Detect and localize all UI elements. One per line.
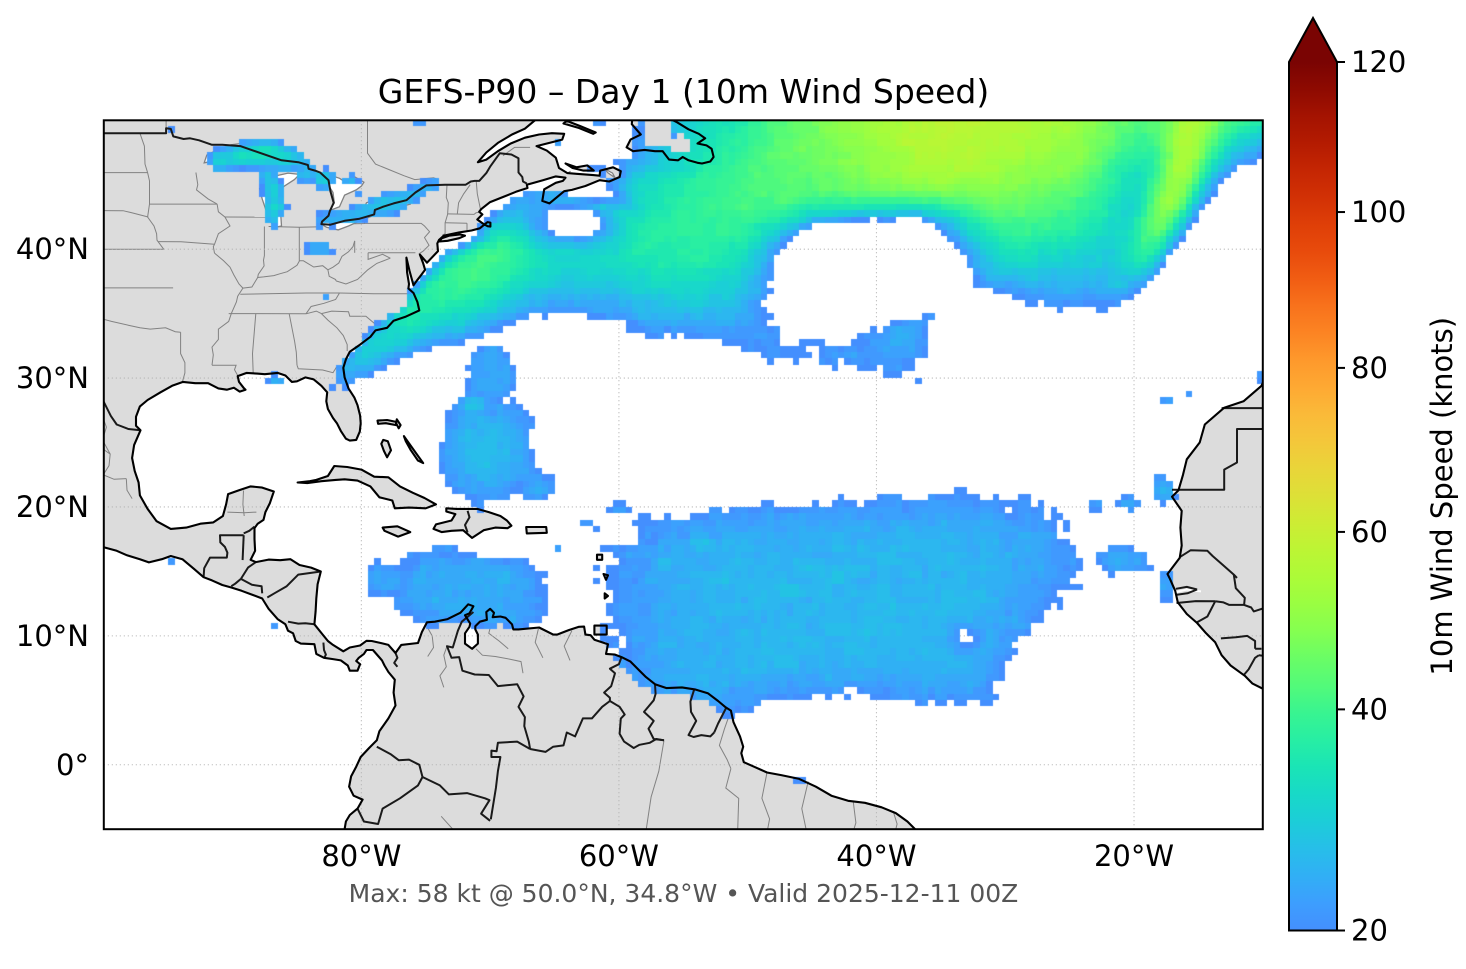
country-border bbox=[202, 534, 244, 578]
x-tick-label: 60°W bbox=[579, 839, 659, 873]
coastline bbox=[602, 572, 610, 581]
y-tick-label: 30°N bbox=[16, 361, 89, 395]
country-border bbox=[1243, 603, 1263, 613]
country-border bbox=[393, 652, 399, 668]
chart-title: GEFS-P90 – Day 1 (10m Wind Speed) bbox=[377, 72, 990, 111]
country-border bbox=[230, 578, 242, 588]
coastline bbox=[603, 592, 610, 600]
colorbar-tick-label: 40 bbox=[1351, 692, 1388, 726]
coastline bbox=[1166, 379, 1263, 690]
country-border bbox=[643, 684, 665, 742]
country-border bbox=[1172, 428, 1263, 491]
country-border bbox=[489, 740, 531, 820]
x-tick-label: 20°W bbox=[1094, 839, 1174, 873]
coastline bbox=[438, 233, 467, 243]
y-tick-label: 20°N bbox=[16, 490, 89, 524]
axes-frame bbox=[102, 119, 1264, 831]
country-border bbox=[422, 776, 491, 822]
country-border bbox=[464, 510, 471, 533]
wind-speed-heatmap bbox=[103, 120, 1263, 830]
country-border bbox=[266, 570, 321, 599]
colorbar-tick-label: 100 bbox=[1351, 195, 1406, 229]
y-tick-label: 0° bbox=[56, 748, 89, 782]
country-border bbox=[1215, 600, 1245, 606]
country-border bbox=[1220, 634, 1257, 649]
country-border bbox=[322, 642, 327, 659]
country-border bbox=[1196, 600, 1217, 624]
coastline bbox=[525, 525, 548, 535]
coastline bbox=[103, 120, 917, 830]
country-border bbox=[687, 689, 715, 738]
coastline bbox=[625, 120, 715, 165]
country-border bbox=[1232, 574, 1246, 605]
colorbar-extend-arrow bbox=[1289, 18, 1337, 62]
coastline bbox=[296, 464, 438, 510]
country-border bbox=[603, 656, 623, 701]
country-border bbox=[446, 611, 532, 750]
coastline bbox=[381, 525, 412, 538]
colorbar-tick-label: 80 bbox=[1351, 351, 1388, 385]
country-border bbox=[713, 707, 727, 733]
coastline bbox=[432, 507, 513, 539]
country-border bbox=[103, 400, 141, 432]
y-tick-label: 10°N bbox=[16, 619, 89, 653]
country-border bbox=[240, 578, 264, 594]
country-border bbox=[241, 535, 245, 561]
annotation-text: Max: 58 kt @ 50.0°N, 34.8°W • Valid 2025… bbox=[348, 879, 1019, 908]
coastline bbox=[402, 435, 425, 465]
coastline bbox=[595, 553, 604, 561]
country-border bbox=[1175, 588, 1198, 596]
x-tick-label: 40°W bbox=[836, 839, 916, 873]
colorbar-outline bbox=[1288, 15, 1338, 932]
country-border bbox=[609, 700, 665, 749]
colorbar-axis-label: 10m Wind Speed (knots) bbox=[1425, 317, 1459, 676]
country-border bbox=[240, 561, 257, 580]
country-border bbox=[1258, 654, 1263, 657]
country-border bbox=[356, 776, 424, 825]
country-border bbox=[243, 525, 256, 535]
country-border bbox=[376, 745, 424, 778]
country-border bbox=[287, 620, 315, 626]
colorbar-tick-label: 20 bbox=[1351, 914, 1388, 948]
coastline bbox=[380, 438, 393, 459]
country-border bbox=[103, 127, 528, 226]
country-border bbox=[1176, 600, 1216, 604]
y-tick-label: 40°N bbox=[16, 232, 89, 266]
coastline bbox=[593, 624, 608, 636]
country-border bbox=[1242, 654, 1260, 677]
colorbar-gradient bbox=[1289, 62, 1337, 931]
coastline bbox=[395, 418, 402, 430]
coastline bbox=[564, 162, 595, 172]
country-border bbox=[1175, 585, 1198, 591]
country-border bbox=[529, 700, 611, 753]
x-tick-label: 80°W bbox=[321, 839, 401, 873]
colorbar-tick-label: 120 bbox=[1351, 45, 1406, 79]
colorbar-tick-label: 60 bbox=[1351, 515, 1388, 549]
